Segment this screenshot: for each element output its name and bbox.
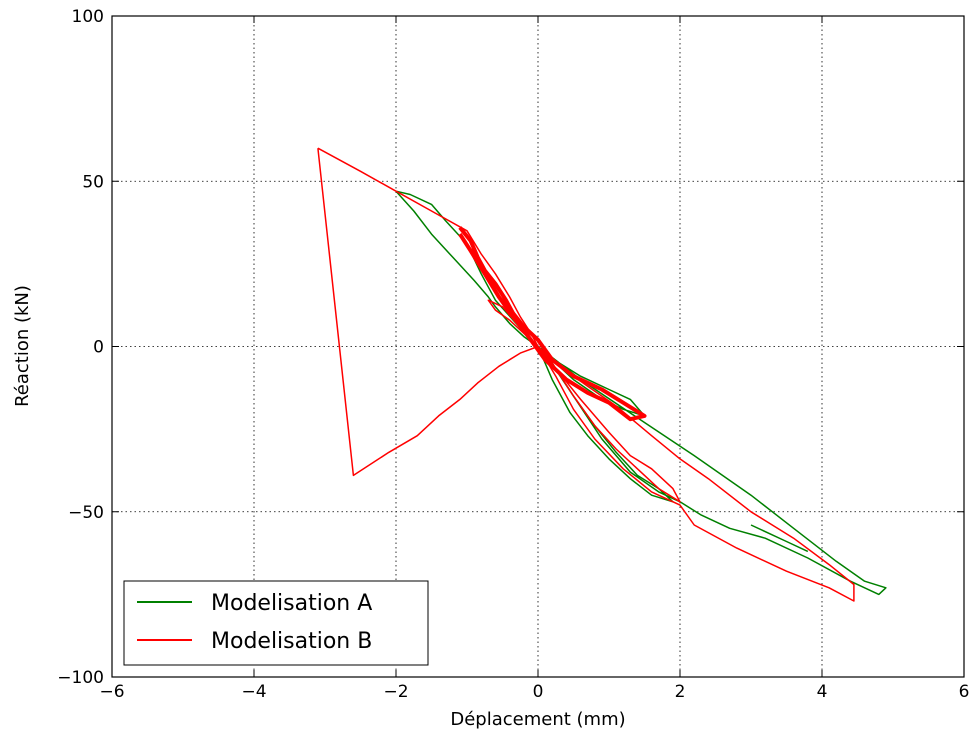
legend-label-a: Modelisation A	[211, 591, 372, 616]
series-a-line	[395, 190, 887, 596]
x-tick-label: 0	[533, 682, 544, 702]
x-axis-title: Déplacement (mm)	[450, 709, 625, 730]
series-layer	[317, 147, 887, 602]
y-tick-label: −50	[68, 503, 104, 523]
x-tick-label: −4	[241, 682, 266, 702]
x-tick-label: 2	[675, 682, 686, 702]
series-a-line	[750, 524, 809, 553]
tick-layer: −6 −4 −2 0 2 4 6 −100 −50 0 50 100	[57, 7, 969, 702]
y-tick-label: 50	[82, 172, 104, 192]
y-tick-label: 100	[72, 7, 104, 27]
legend-box	[123, 580, 429, 666]
legend: Modelisation A Modelisation B	[123, 580, 429, 666]
x-tick-label: 4	[817, 682, 828, 702]
y-axis-title: Réaction (kN)	[12, 285, 33, 407]
series-b-dense-line	[458, 226, 647, 422]
y-tick-label: 0	[93, 338, 104, 358]
x-tick-label: 6	[959, 682, 970, 702]
x-tick-label: −6	[99, 682, 124, 702]
legend-label-b: Modelisation B	[211, 629, 372, 654]
y-tick-label: −100	[57, 668, 104, 688]
x-tick-label: −2	[383, 682, 408, 702]
